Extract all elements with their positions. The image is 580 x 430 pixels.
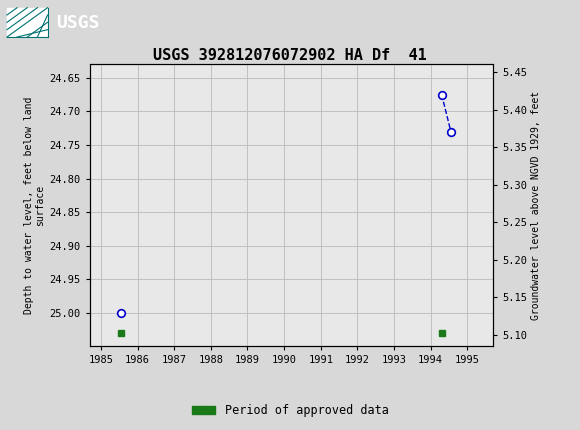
Y-axis label: Groundwater level above NGVD 1929, feet: Groundwater level above NGVD 1929, feet (531, 91, 541, 320)
Y-axis label: Depth to water level, feet below land
surface: Depth to water level, feet below land su… (24, 97, 45, 314)
Legend: Period of approved data: Period of approved data (187, 399, 393, 422)
Text: USGS 392812076072902 HA Df  41: USGS 392812076072902 HA Df 41 (153, 48, 427, 62)
Bar (7, 8, 48, 37)
Text: USGS: USGS (56, 14, 100, 31)
